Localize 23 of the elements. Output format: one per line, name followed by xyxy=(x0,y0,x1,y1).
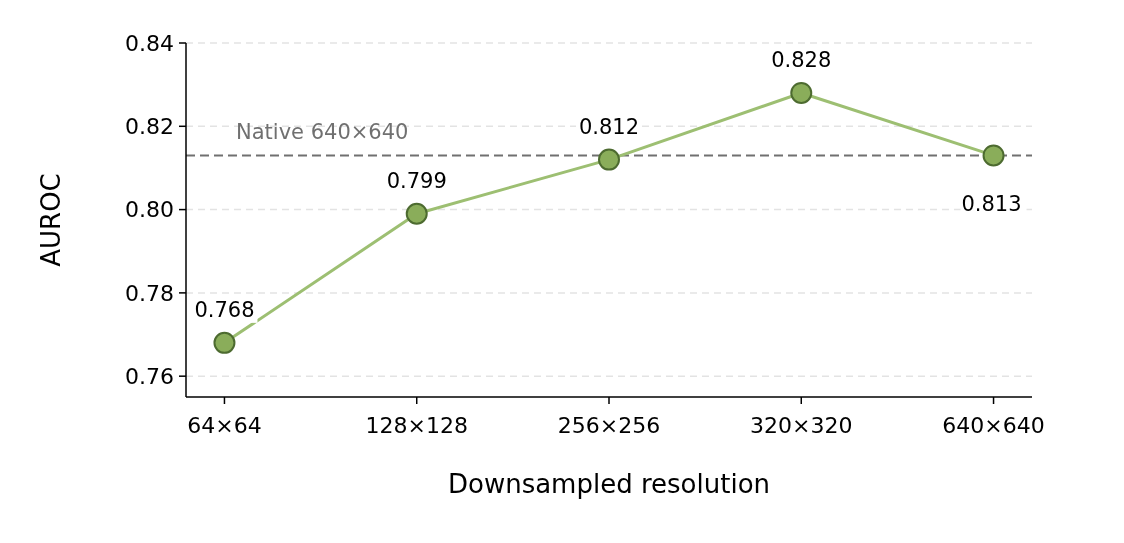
point xyxy=(790,81,813,104)
point xyxy=(213,331,236,354)
y-tick-label: 0.80 xyxy=(125,197,174,223)
y-axis-title: AUROC xyxy=(36,173,66,267)
data-label: 0.799 xyxy=(386,168,447,193)
data-label: 0.768 xyxy=(194,297,255,322)
y-tick-label: 0.76 xyxy=(125,363,174,389)
data-label: 0.828 xyxy=(771,47,832,72)
x-tick-label: 64×64 xyxy=(187,413,262,438)
y-tick-label: 0.84 xyxy=(125,30,174,56)
y-tick-label: 0.82 xyxy=(125,113,174,139)
point xyxy=(405,202,428,225)
x-tick-label: 320×320 xyxy=(750,413,853,438)
point xyxy=(598,148,620,171)
x-tick-label: 256×256 xyxy=(557,413,661,438)
x-axis-title: Downsampled resolution xyxy=(447,469,771,499)
data-label: 0.813 xyxy=(961,192,1022,217)
point xyxy=(982,144,1005,167)
ref-line-label: Native 640×640 xyxy=(236,120,409,145)
data-label: 0.812 xyxy=(578,114,640,139)
y-tick-label: 0.78 xyxy=(125,280,174,306)
x-tick-label: 128×128 xyxy=(365,413,468,438)
x-tick-label: 640×640 xyxy=(942,413,1045,438)
